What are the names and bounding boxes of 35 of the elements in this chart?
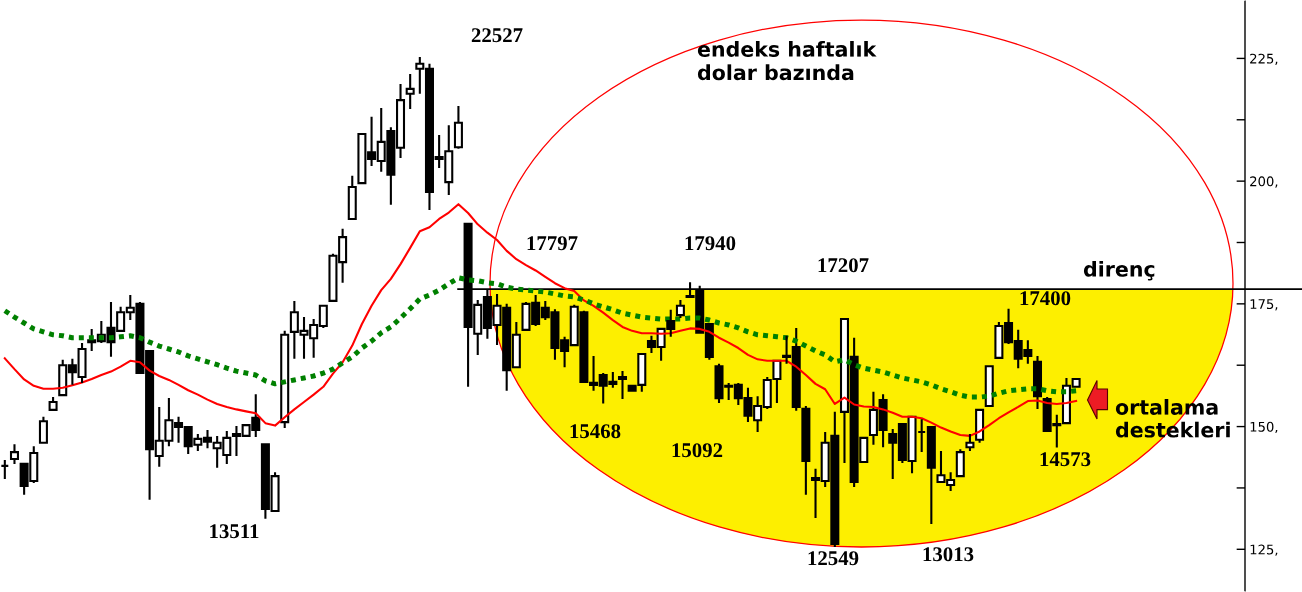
- annotation: 17797: [527, 236, 578, 251]
- candlestick: [926, 426, 936, 526]
- annotation: 13511: [210, 524, 259, 539]
- annotation: 17940: [685, 236, 736, 251]
- candlestick: [1032, 354, 1043, 410]
- candlestick: [801, 404, 811, 496]
- annotation: 22527: [471, 28, 523, 43]
- candlestick: [965, 432, 975, 453]
- candlestick: [0, 458, 10, 481]
- candlestick: [984, 365, 994, 407]
- y-tick-label: 150,: [1250, 421, 1278, 434]
- candlestick: [347, 174, 357, 220]
- y-tick-label: 125,: [1250, 544, 1278, 556]
- candlestick: [48, 396, 58, 411]
- annotation: 15092: [672, 443, 723, 458]
- y-tick-label: 175,: [1250, 299, 1278, 311]
- annotation: 14573: [1040, 452, 1091, 467]
- y-tick-label: 225,: [1250, 53, 1278, 65]
- candlestick: [405, 73, 415, 111]
- y-tick-label: 200,: [1250, 176, 1278, 188]
- annotation: 17207: [818, 258, 869, 273]
- ref-line-label: direnç: [1083, 260, 1155, 281]
- annotation: 17400: [1020, 291, 1071, 306]
- candlestick: [9, 443, 19, 465]
- candlestick: [955, 448, 965, 478]
- annotation: 15468: [570, 424, 621, 439]
- annotation: 12549: [808, 551, 859, 566]
- candlestick: [675, 298, 685, 320]
- candlestick: [38, 415, 48, 444]
- candlestick: [617, 370, 628, 401]
- annotation: 13013: [923, 547, 974, 562]
- text: endeks haftalık dolar bazında: [697, 41, 877, 81]
- candlestick: [280, 329, 290, 430]
- candlestick: [975, 408, 985, 444]
- candlestick: [453, 104, 463, 150]
